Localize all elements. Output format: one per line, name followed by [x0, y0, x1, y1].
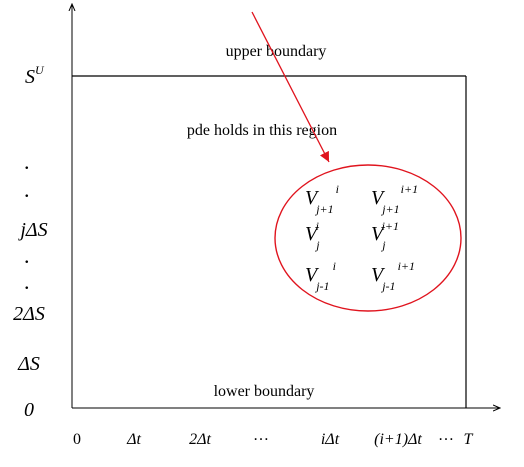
- stencil-node-v-j-i: Vji: [305, 219, 320, 252]
- y-dot-2: .: [24, 177, 30, 202]
- upper-boundary-label: upper boundary: [226, 43, 327, 60]
- stencil-node-v-j-plus-1-i: Vj+1i: [305, 182, 339, 216]
- y-dot-4: .: [24, 269, 30, 294]
- stencil-nodes: Vj+1i Vj+1i+1 Vji Vji+1 Vj-1i Vj-1i+1: [305, 182, 418, 293]
- stencil-node-v-j-minus-1-i-plus-1: Vj-1i+1: [371, 259, 415, 293]
- y-label-delta-s: ΔS: [17, 353, 40, 375]
- stencil-node-v-j-plus-1-i-plus-1: Vj+1i+1: [371, 182, 418, 216]
- y-dot-3: .: [24, 243, 30, 268]
- region-note-label: pde holds in this region: [187, 122, 337, 139]
- x-label-delta-t: Δt: [126, 431, 141, 448]
- y-label-s-upper: SU: [25, 63, 45, 88]
- stencil-highlight-ellipse: [274, 164, 462, 312]
- x-label-2-delta-t: 2Δt: [189, 431, 211, 448]
- lower-boundary-label: lower boundary: [214, 383, 315, 400]
- x-label-zero: 0: [73, 431, 81, 448]
- x-label-i-plus-1-delta-t: (i+1)Δt: [374, 431, 422, 448]
- stencil-node-v-j-minus-1-i: Vj-1i: [305, 259, 336, 293]
- y-label-j-delta-s: jΔS: [17, 219, 47, 241]
- region-pointer-arrow: [251, 11, 330, 163]
- stencil-node-v-j-i-plus-1: Vji+1: [371, 219, 399, 252]
- y-label-zero: 0: [24, 399, 34, 421]
- x-label-ellipsis-1: …: [253, 427, 269, 444]
- x-label-t-end: T: [464, 431, 474, 448]
- y-dot-1: .: [24, 149, 30, 174]
- x-label-i-delta-t: iΔt: [321, 431, 340, 448]
- x-label-ellipsis-2: …: [438, 427, 454, 444]
- y-label-2-delta-s: 2ΔS: [13, 303, 45, 325]
